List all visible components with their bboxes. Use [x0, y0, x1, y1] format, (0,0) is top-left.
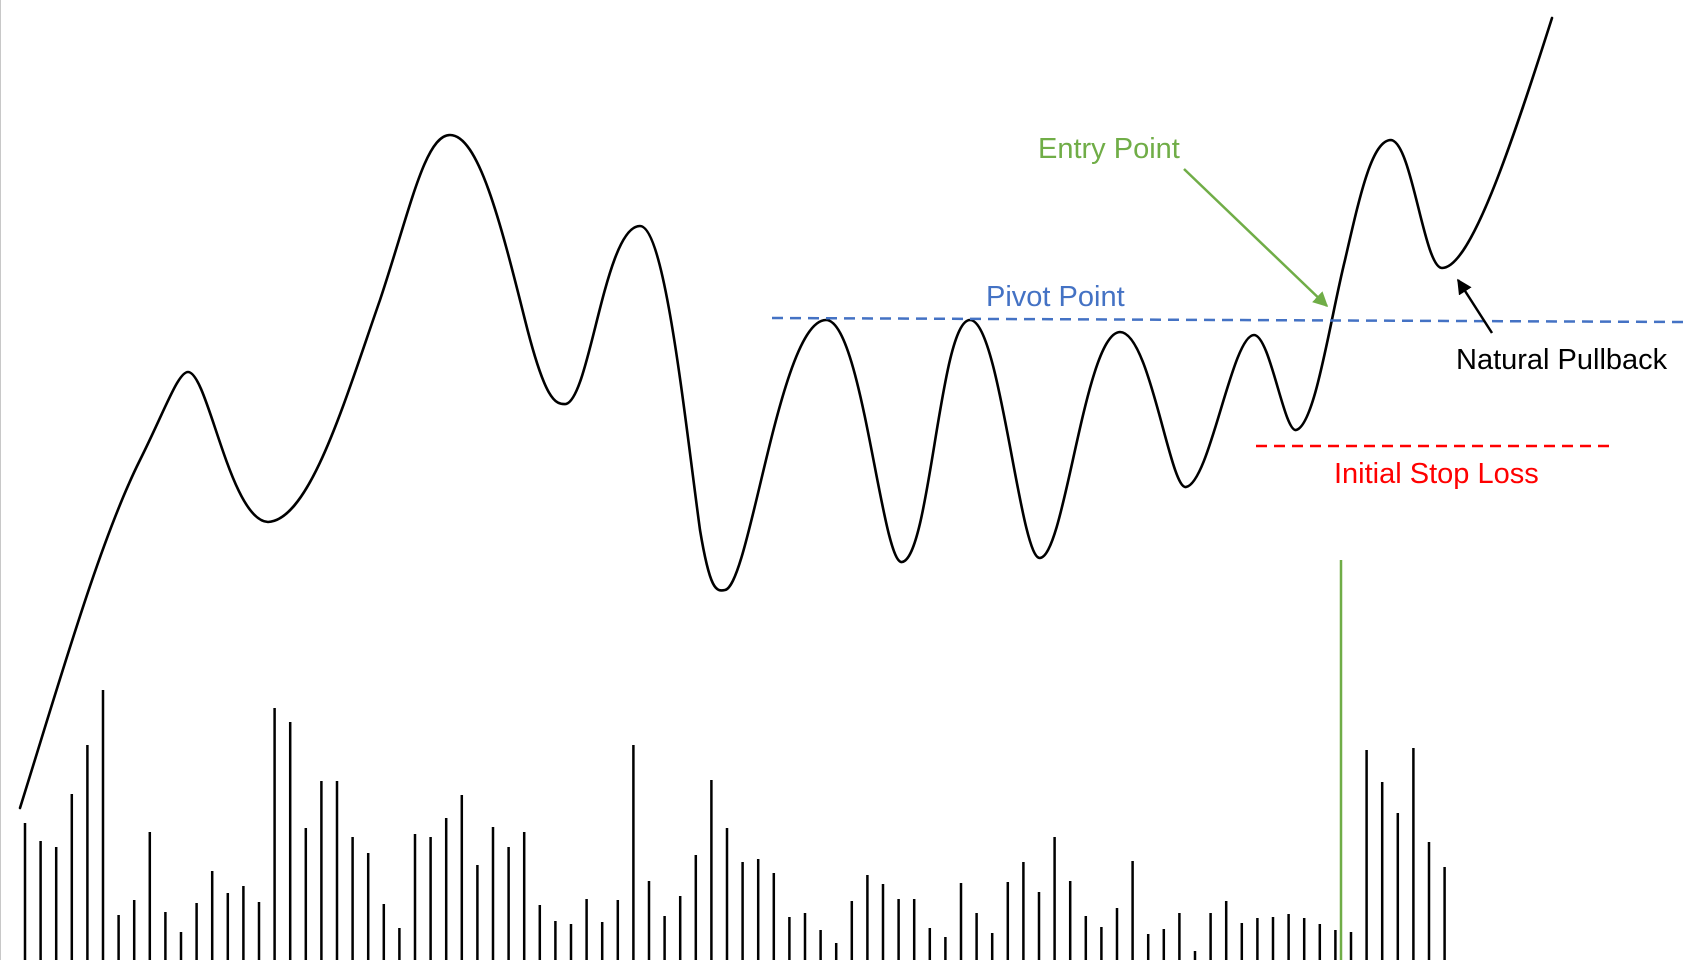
price-line [18, 16, 1554, 810]
pivot-point-label: Pivot Point [986, 281, 1125, 313]
entry-point-label: Entry Point [1038, 133, 1180, 165]
left-border [0, 0, 1, 960]
initial-stop-loss-label: Initial Stop Loss [1334, 458, 1539, 490]
volume-bars [23, 690, 1446, 960]
pullback-arrow [1456, 278, 1494, 334]
entry-arrow [1183, 168, 1329, 308]
pivot-line [771, 316, 1684, 324]
natural-pullback-label: Natural Pullback [1456, 344, 1668, 376]
